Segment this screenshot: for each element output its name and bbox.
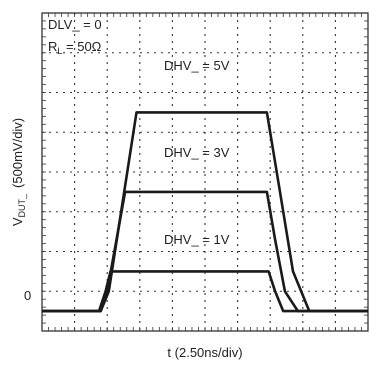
grid <box>42 13 368 331</box>
y-axis-units: (500mV/div) <box>10 118 25 188</box>
traces <box>42 111 368 313</box>
condition-rl: RL = 50Ω <box>48 39 102 56</box>
series-label-dhv-5v: DHV_ = 5V <box>164 58 230 73</box>
x-axis-label: t (2.50ns/div) <box>167 345 242 360</box>
y-axis-subscript: DUT_ <box>17 193 27 217</box>
trace-dhv-3v <box>42 190 368 313</box>
y-axis-label: VDUT_ (500mV/div) <box>10 118 27 226</box>
plot-area <box>41 12 369 332</box>
series-label-dhv-3v: DHV_ = 3V <box>164 145 230 160</box>
trace-dhv-1v <box>42 270 368 313</box>
zero-level-label: 0 <box>24 288 31 303</box>
rl-subscript: L <box>57 46 62 56</box>
condition-dlv: DLV_ = 0 <box>48 17 102 32</box>
series-label-dhv-1v: DHV_ = 1V <box>164 232 230 247</box>
rl-symbol: R <box>48 39 57 54</box>
y-axis-symbol: V <box>10 217 25 226</box>
rl-value: = 50Ω <box>62 39 101 54</box>
